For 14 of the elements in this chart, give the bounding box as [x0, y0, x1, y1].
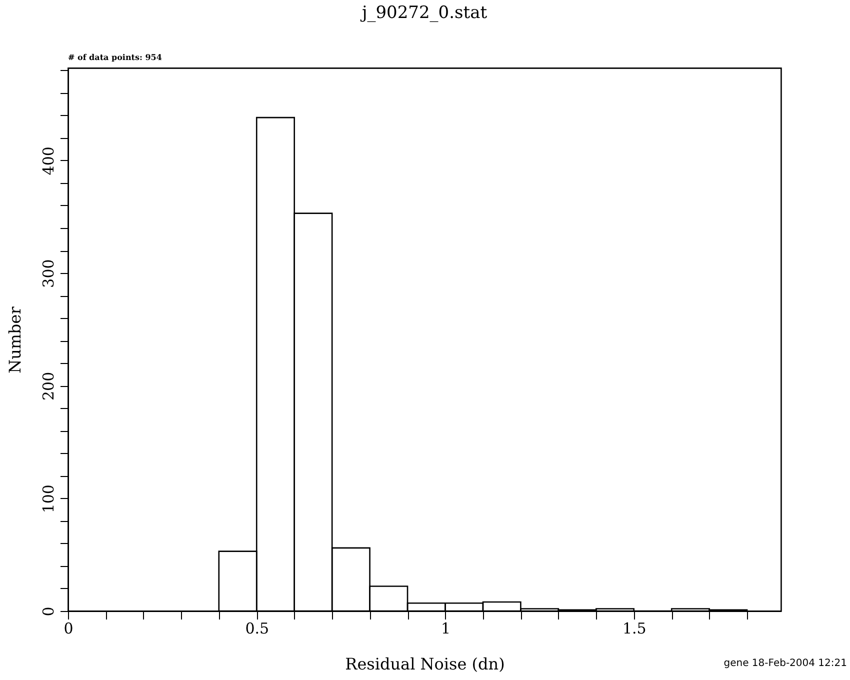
y-tick-label: 0 [40, 606, 58, 616]
y-tick-label: 200 [40, 372, 58, 401]
y-tick-label: 400 [40, 146, 58, 176]
y-tick-label: 300 [40, 259, 58, 288]
x-tick-label: 0.5 [245, 620, 270, 638]
x-axis-title: Residual Noise (dn) [345, 654, 505, 674]
chart-title: j_90272_0.stat [360, 3, 488, 23]
x-tick-label: 1.5 [622, 620, 646, 638]
x-tick-label: 1 [440, 620, 451, 638]
y-tick-label: 100 [40, 484, 58, 514]
text: # of data points: 954 [68, 52, 162, 62]
text: gene 18-Feb-2004 12:21 [724, 658, 847, 669]
y-axis-title: Number [6, 306, 24, 374]
x-tick-label: 0 [64, 620, 74, 638]
